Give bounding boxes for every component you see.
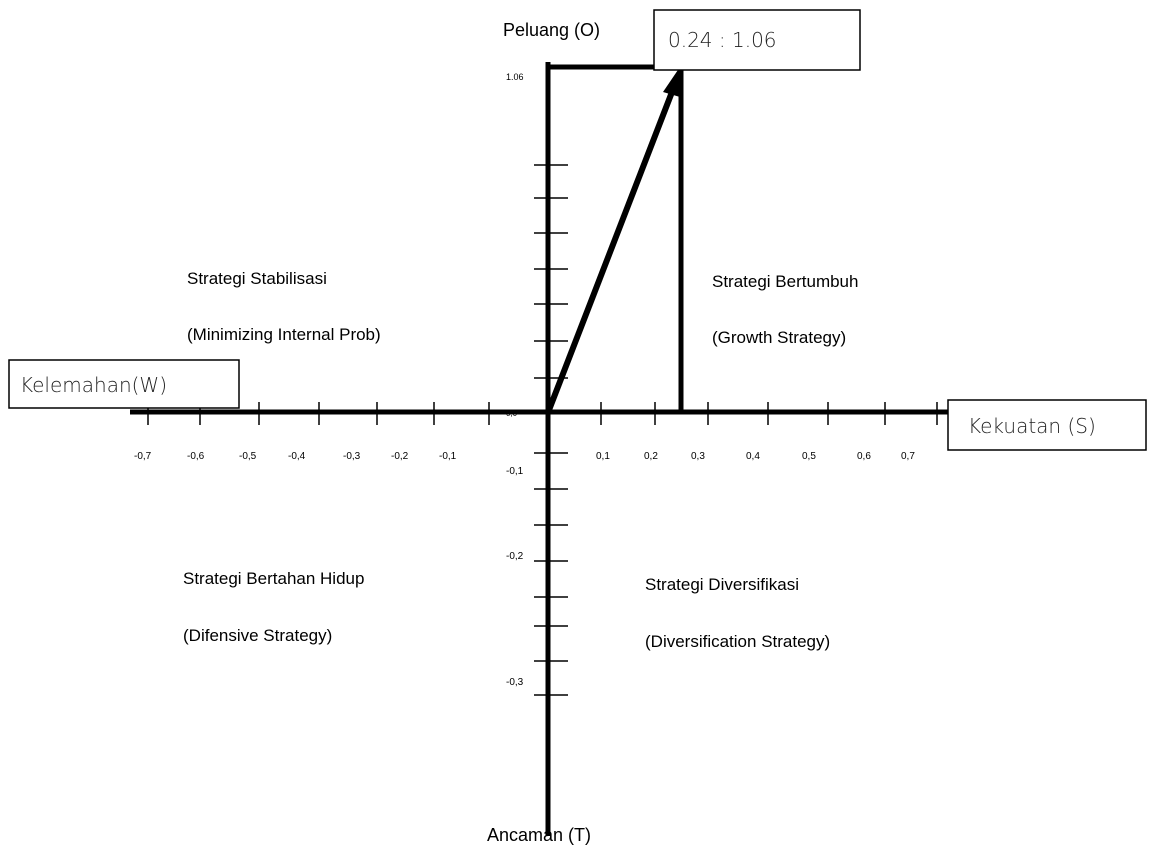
quadrant-bottom-right-title: Strategi Diversifikasi [645,575,799,594]
quadrant-bottom-left: Strategi Bertahan Hidup (Difensive Strat… [183,569,364,645]
quadrant-top-right-subtitle: (Growth Strategy) [712,328,846,347]
y-tick-labels-negative: -0,1 -0,2 -0,3 [506,466,524,688]
x-tick-label: 0,7 [901,451,915,462]
x-tick-label: -0,3 [343,451,361,462]
x-tick-labels-positive: 0,1 0,2 0,3 0,4 0,5 0,6 0,7 [596,451,915,462]
x-tick-label: -0,7 [134,451,152,462]
x-tick-label: 0,4 [746,451,760,462]
y-top-value-label: 1.06 [506,72,524,82]
x-tick-label: -0,5 [239,451,257,462]
x-tick-label: -0,1 [439,451,457,462]
quadrant-top-right-title: Strategi Bertumbuh [712,272,858,291]
quadrant-bottom-left-title: Strategi Bertahan Hidup [183,569,364,588]
quadrant-bottom-right: Strategi Diversifikasi (Diversification … [645,575,830,651]
x-tick-label: 0,3 [691,451,705,462]
quadrant-bottom-left-subtitle: (Difensive Strategy) [183,626,332,645]
x-tick-label: -0,4 [288,451,306,462]
right-axis-label-box [947,399,1147,451]
left-axis-label: Kelemahan(W) [20,373,167,397]
y-axis-ticks-negative [534,452,568,696]
origin-label: 0,0 [506,409,518,418]
x-tick-label: 0,2 [644,451,658,462]
strategy-vector-arrowhead [663,64,682,97]
bottom-axis-label: Ancaman (T) [487,825,591,845]
quadrant-top-left: Strategi Stabilisasi (Minimizing Interna… [187,269,381,344]
x-axis-ticks-positive [600,402,938,425]
x-tick-label: 0,5 [802,451,816,462]
y-tick-label: -0,1 [506,466,524,477]
left-axis-label-box [8,359,240,409]
quadrant-bottom-right-subtitle: (Diversification Strategy) [645,632,830,651]
x-tick-label: 0,6 [857,451,871,462]
strategy-vector-line [546,90,675,412]
x-tick-label: -0,2 [391,451,409,462]
y-tick-label: -0,3 [506,677,524,688]
x-tick-labels-negative: -0,7 -0,6 -0,5 -0,4 -0,3 -0,2 -0,1 [134,451,457,462]
top-axis-label: Peluang (O) [503,20,600,40]
x-tick-label: -0,6 [187,451,205,462]
point-label: 0.24 : 1.06 [668,28,777,52]
y-axis-ticks-positive [534,164,568,379]
quadrant-top-left-subtitle: (Minimizing Internal Prob) [187,325,381,344]
y-tick-label: -0,2 [506,551,524,562]
right-axis-label: Kekuatan (S) [968,414,1096,438]
quadrant-top-left-title: Strategi Stabilisasi [187,269,327,288]
x-tick-label: 0,1 [596,451,610,462]
quadrant-top-right: Strategi Bertumbuh (Growth Strategy) [712,272,858,347]
point-label-box [653,9,861,71]
